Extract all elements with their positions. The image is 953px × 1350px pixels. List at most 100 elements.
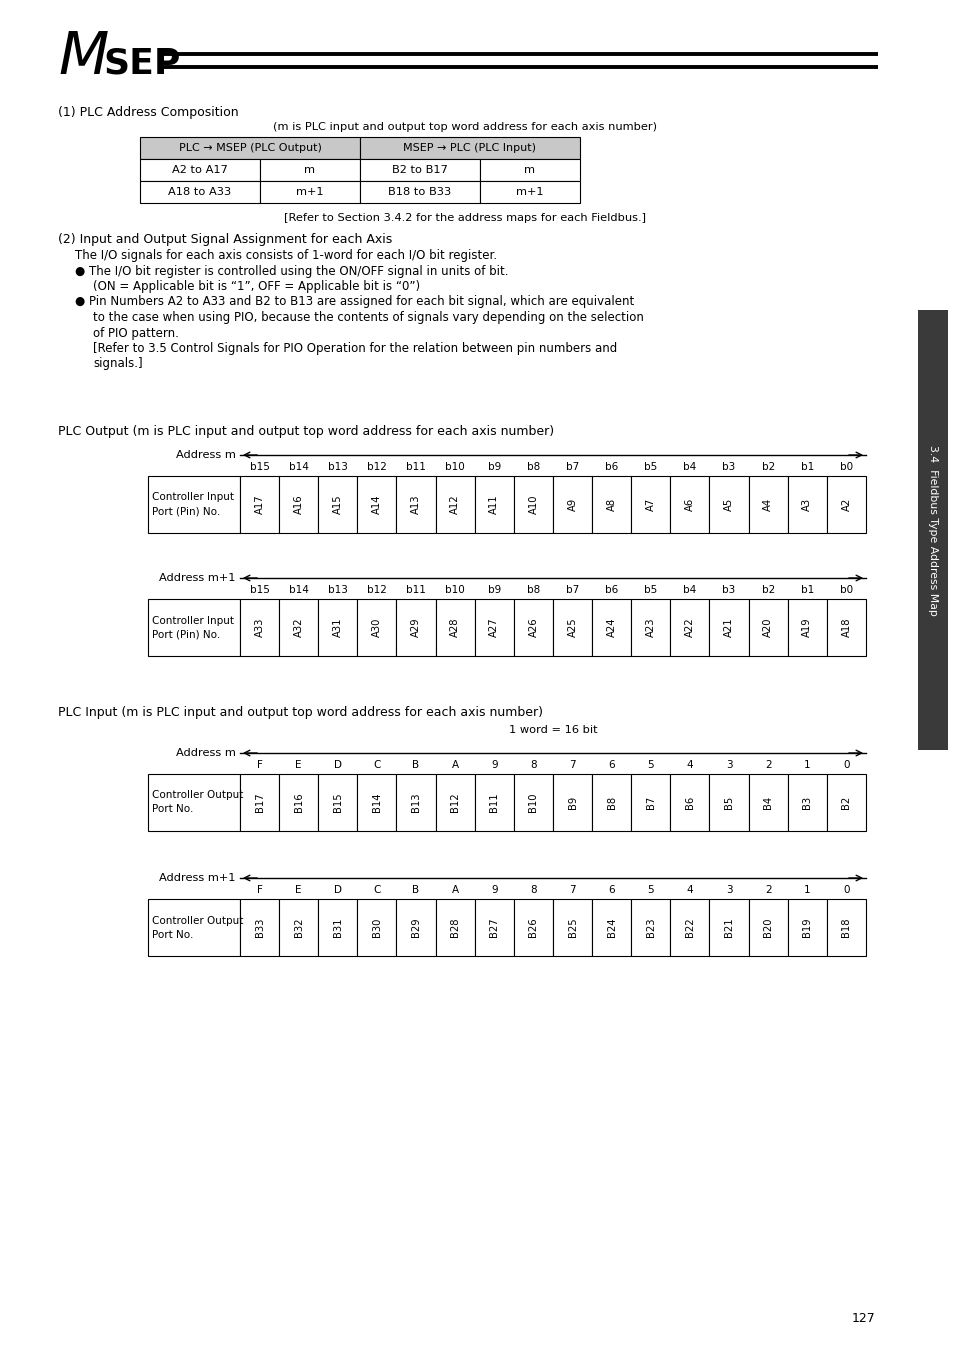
Text: B: B [412,760,419,770]
Text: B4: B4 [762,796,772,809]
Text: [Refer to 3.5 Control Signals for PIO Operation for the relation between pin num: [Refer to 3.5 Control Signals for PIO Op… [92,342,617,355]
Bar [140,159,260,181]
Bar [514,899,553,956]
Text: A4: A4 [762,498,772,512]
Text: Address m: Address m [176,748,235,757]
Bar [475,774,514,832]
Bar [514,774,553,832]
Text: A28: A28 [450,618,459,637]
Text: b15: b15 [250,585,269,595]
Text: A20: A20 [762,618,772,637]
Text: 1 word = 16 bit: 1 word = 16 bit [508,725,597,734]
Bar [553,477,592,533]
Bar [260,159,359,181]
Bar [396,774,436,832]
Bar [359,159,479,181]
Text: 1: 1 [803,886,810,895]
Text: (ON = Applicable bit is “1”, OFF = Applicable bit is “0”): (ON = Applicable bit is “1”, OFF = Appli… [92,279,419,293]
Text: A15: A15 [333,494,342,514]
Bar [240,899,279,956]
Text: A16: A16 [294,494,303,514]
Bar [357,899,396,956]
Text: b6: b6 [604,585,618,595]
Text: (2) Input and Output Signal Assignment for each Axis: (2) Input and Output Signal Assignment f… [58,234,392,246]
Bar [631,599,670,656]
Bar [318,774,357,832]
Text: B8: B8 [606,796,616,809]
Text: b4: b4 [682,462,696,472]
Text: B23: B23 [645,918,655,937]
Text: b6: b6 [604,462,618,472]
Bar [240,599,279,656]
Text: 1: 1 [803,760,810,770]
Text: b3: b3 [721,585,735,595]
Text: b3: b3 [721,462,735,472]
Text: B5: B5 [723,796,733,809]
Text: 8: 8 [530,760,537,770]
Text: b12: b12 [367,462,387,472]
Bar [748,774,787,832]
Text: b14: b14 [289,585,309,595]
Bar [357,774,396,832]
Bar [240,477,279,533]
Text: Controller Input
Port (Pin) No.: Controller Input Port (Pin) No. [152,493,233,517]
Bar [553,899,592,956]
Text: A26: A26 [528,618,537,637]
Text: 4: 4 [686,760,693,770]
Text: A21: A21 [723,618,733,637]
Text: B25: B25 [567,918,577,937]
Text: B18: B18 [841,918,850,937]
Text: B27: B27 [489,918,498,937]
Text: B6: B6 [684,796,694,809]
Text: 6: 6 [608,886,615,895]
Bar [396,899,436,956]
Text: b2: b2 [760,585,774,595]
Text: b0: b0 [839,585,852,595]
Bar [592,899,631,956]
Bar [318,477,357,533]
Text: b4: b4 [682,585,696,595]
Bar [279,899,318,956]
Text: b8: b8 [526,585,539,595]
Text: 0: 0 [842,886,849,895]
Bar [148,477,240,533]
Text: 2: 2 [764,886,771,895]
Bar [514,477,553,533]
Bar [709,899,748,956]
Text: B18 to B33: B18 to B33 [388,188,451,197]
Text: 9: 9 [491,760,497,770]
Text: The I/O signals for each axis consists of 1-word for each I/O bit register.: The I/O signals for each axis consists o… [75,248,497,262]
Bar [917,310,947,751]
Bar [318,599,357,656]
Text: B13: B13 [411,792,420,813]
Text: A19: A19 [801,618,811,637]
Text: F: F [256,886,262,895]
Text: b14: b14 [289,462,309,472]
Text: A3: A3 [801,498,811,512]
Bar [670,774,709,832]
Text: A2 to A17: A2 to A17 [172,165,228,176]
Text: A7: A7 [645,498,655,512]
Text: B28: B28 [450,918,459,937]
Text: 8: 8 [530,886,537,895]
Text: A9: A9 [567,498,577,512]
Text: b7: b7 [565,585,578,595]
Bar [592,599,631,656]
Text: B2 to B17: B2 to B17 [392,165,448,176]
Text: B10: B10 [528,792,537,813]
Text: to the case when using PIO, because the contents of signals vary depending on th: to the case when using PIO, because the … [92,310,643,324]
Text: m: m [304,165,315,176]
Text: B3: B3 [801,796,811,809]
Text: A24: A24 [606,618,616,637]
Bar [553,774,592,832]
Bar [787,477,826,533]
Text: B24: B24 [606,918,616,937]
Bar [709,774,748,832]
Text: 5: 5 [647,760,654,770]
Bar [787,774,826,832]
Text: A5: A5 [723,498,733,512]
Text: b7: b7 [565,462,578,472]
Text: 3.4  Fieldbus Type Address Map: 3.4 Fieldbus Type Address Map [927,444,937,616]
Bar [148,599,240,656]
Bar [631,774,670,832]
